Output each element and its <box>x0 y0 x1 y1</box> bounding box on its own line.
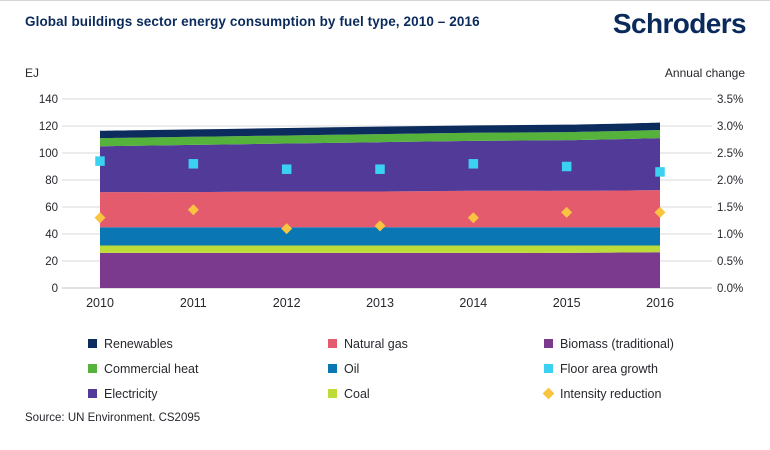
y-axis-right-tick-label: 1.5% <box>717 202 743 214</box>
marker-intensity_reduction <box>281 223 293 235</box>
x-axis-tick-label: 2015 <box>553 296 581 310</box>
legend-swatch-square-icon <box>544 364 553 373</box>
y-axis-left-tick-label: 20 <box>45 256 58 268</box>
legend-swatch-square-icon <box>328 389 337 398</box>
x-axis-tick-label: 2011 <box>180 296 207 310</box>
y-axis-right-tick-label: 3.0% <box>717 121 743 133</box>
y-axis-right-tick-label: 1.0% <box>717 229 743 241</box>
y-axis-left-tick-label: 140 <box>39 94 58 106</box>
legend-label: Renewables <box>104 336 173 351</box>
left-axis-unit-label: EJ <box>25 66 40 80</box>
top-divider <box>0 0 770 1</box>
marker-floor_area_growth <box>468 159 479 169</box>
y-axis-right-tick-label: 0.5% <box>717 256 743 268</box>
legend-label: Electricity <box>104 386 158 401</box>
marker-intensity_reduction <box>654 206 666 218</box>
marker-floor_area_growth <box>561 161 572 172</box>
marker-intensity_reduction <box>467 212 479 224</box>
legend-item-biomass: Biomass (traditional) <box>544 337 674 351</box>
area-natural_gas <box>100 190 660 228</box>
y-axis-left-tick-label: 100 <box>39 148 58 160</box>
y-axis-left-tick-label: 60 <box>45 202 58 214</box>
legend-item-commercial-heat: Commercial heat <box>88 362 328 376</box>
schroders-logo: Schroders <box>612 8 747 39</box>
y-axis-right-tick-label: 0.0% <box>717 283 743 295</box>
right-axis-unit-label: Annual change <box>664 66 745 80</box>
legend-label: Oil <box>344 361 360 376</box>
x-axis-tick-label: 2013 <box>366 296 394 310</box>
marker-floor_area_growth <box>281 164 292 174</box>
marker-floor_area_growth <box>655 167 665 177</box>
area-biomass <box>100 252 660 288</box>
x-axis-tick-label: 2014 <box>459 296 487 310</box>
legend-item-floor-area-growth: Floor area growth <box>544 362 674 376</box>
legend-label: Intensity reduction <box>560 386 662 401</box>
marker-intensity_reduction <box>94 212 106 224</box>
legend-label: Natural gas <box>344 336 408 351</box>
area-oil <box>100 227 660 246</box>
legend-swatch-diamond-icon <box>542 387 555 400</box>
legend-swatch-square-icon <box>88 339 97 348</box>
legend-swatch-square-icon <box>544 339 553 348</box>
legend-item-coal: Coal <box>328 387 544 401</box>
legend-label: Coal <box>344 386 370 401</box>
marker-intensity_reduction <box>561 206 573 218</box>
x-axis-tick-label: 2010 <box>86 296 114 310</box>
legend: Renewables Natural gas Biomass (traditiona… <box>88 331 674 406</box>
legend-label: Biomass (traditional) <box>560 336 674 351</box>
marker-floor_area_growth <box>375 164 385 174</box>
y-axis-right-tick-label: 2.0% <box>717 175 743 187</box>
marker-floor_area_growth <box>95 156 105 166</box>
area-renewables <box>100 122 660 139</box>
y-axis-right-tick-label: 2.5% <box>717 148 743 160</box>
legend-item-oil: Oil <box>328 362 544 376</box>
legend-label: Commercial heat <box>104 361 199 376</box>
legend-item-natural-gas: Natural gas <box>328 337 544 351</box>
y-axis-left-tick-label: 0 <box>52 283 58 295</box>
marker-intensity_reduction <box>187 204 199 216</box>
y-axis-left-tick-label: 80 <box>45 175 58 187</box>
y-axis-right-tick-label: 3.5% <box>717 94 743 106</box>
page-title: Global buildings sector energy consumpti… <box>25 14 480 29</box>
marker-floor_area_growth <box>188 159 199 169</box>
y-axis-left-tick-label: 120 <box>39 121 58 133</box>
legend-swatch-square-icon <box>88 364 97 373</box>
source-note: Source: UN Environment. CS2095 <box>25 412 201 424</box>
area-commercial_heat <box>100 130 660 147</box>
legend-item-intensity-reduction: Intensity reduction <box>542 386 674 401</box>
legend-swatch-square-icon <box>328 364 337 373</box>
area-coal <box>100 245 660 253</box>
legend-swatch-square-icon <box>88 389 97 398</box>
legend-label: Floor area growth <box>560 361 658 376</box>
marker-intensity_reduction <box>374 220 386 232</box>
x-axis-tick-label: 2012 <box>273 296 301 310</box>
x-axis-tick-label: 2016 <box>646 296 674 310</box>
legend-item-renewables: Renewables <box>88 337 328 351</box>
legend-swatch-square-icon <box>328 339 337 348</box>
legend-item-electricity: Electricity <box>88 387 328 401</box>
y-axis-left-tick-label: 40 <box>45 229 58 241</box>
